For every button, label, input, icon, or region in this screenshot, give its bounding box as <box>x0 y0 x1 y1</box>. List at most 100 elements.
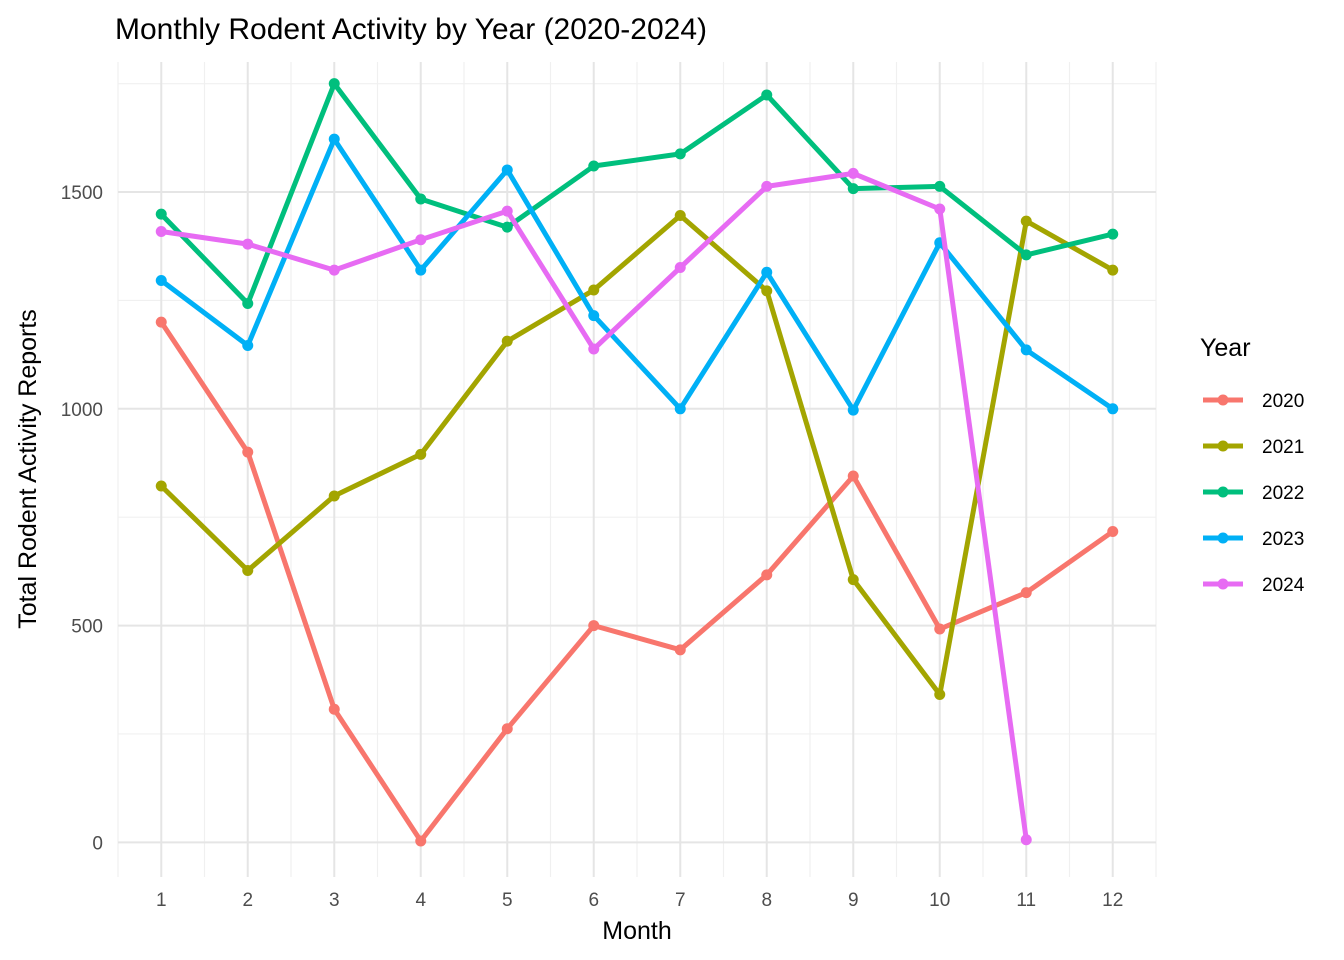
legend-label: 2024 <box>1262 575 1305 596</box>
data-point-2023 <box>1107 403 1119 415</box>
data-point-2023 <box>847 404 859 416</box>
data-point-2021 <box>415 448 427 460</box>
legend-key-point <box>1217 394 1229 406</box>
data-point-2023 <box>761 266 773 278</box>
series-2024 <box>155 167 1032 846</box>
data-point-2021 <box>847 574 859 586</box>
data-point-2023 <box>674 403 686 415</box>
data-point-2023 <box>328 133 340 145</box>
data-point-2022 <box>328 78 340 90</box>
data-point-2024 <box>501 205 513 217</box>
data-point-2022 <box>155 208 167 220</box>
data-point-2021 <box>1020 215 1032 227</box>
grid <box>117 62 1157 877</box>
data-point-2023 <box>242 340 254 352</box>
data-point-2020 <box>847 470 859 482</box>
data-point-2021 <box>328 490 340 502</box>
data-point-2021 <box>242 565 254 577</box>
data-point-2024 <box>847 167 859 179</box>
data-point-2024 <box>588 343 600 355</box>
data-point-2021 <box>501 335 513 347</box>
data-point-2022 <box>761 89 773 101</box>
x-tick-label: 12 <box>1102 890 1123 911</box>
y-tick-label: 0 <box>92 833 103 854</box>
data-point-2021 <box>674 209 686 221</box>
series-2023 <box>155 133 1119 416</box>
x-tick-label: 8 <box>761 890 772 911</box>
x-tick-label: 9 <box>848 890 859 911</box>
data-point-2020 <box>588 620 600 632</box>
legend-item-2023: 2023 <box>1203 529 1304 550</box>
y-tick-label: 1000 <box>61 400 103 421</box>
legend-label: 2021 <box>1262 437 1304 458</box>
data-point-2022 <box>242 297 254 309</box>
chart-title: Monthly Rodent Activity by Year (2020-20… <box>115 13 707 46</box>
data-point-2022 <box>847 183 859 195</box>
data-point-2020 <box>242 446 254 458</box>
legend-key-point <box>1217 532 1229 544</box>
data-point-2022 <box>674 148 686 160</box>
legend-key-point <box>1217 486 1229 498</box>
data-point-2022 <box>588 160 600 172</box>
data-point-2023 <box>1020 344 1032 356</box>
y-tick-labels: 0 500 1000 1500 <box>61 183 103 854</box>
data-point-2024 <box>242 238 254 250</box>
y-axis-title: Total Rodent Activity Reports <box>14 309 42 629</box>
series-group <box>155 78 1119 847</box>
data-point-2022 <box>501 221 513 233</box>
data-point-2024 <box>415 234 427 246</box>
data-point-2022 <box>1107 228 1119 240</box>
legend-title: Year <box>1200 334 1251 362</box>
data-point-2022 <box>1020 249 1032 261</box>
data-point-2020 <box>415 835 427 847</box>
x-tick-label: 3 <box>329 890 340 911</box>
y-tick-label: 1500 <box>61 183 103 204</box>
legend-item-2024: 2024 <box>1203 575 1305 596</box>
series-2022 <box>155 78 1119 309</box>
legend-key-point <box>1217 440 1229 452</box>
data-point-2023 <box>501 164 513 176</box>
data-point-2020 <box>328 703 340 715</box>
x-tick-label: 5 <box>502 890 513 911</box>
series-line-2022 <box>159 81 1114 306</box>
data-point-2021 <box>761 285 773 297</box>
data-point-2024 <box>1020 834 1032 846</box>
series-line-2021 <box>159 213 1115 697</box>
data-point-2020 <box>501 723 513 735</box>
data-point-2024 <box>761 180 773 192</box>
x-tick-label: 4 <box>415 890 426 911</box>
data-point-2020 <box>1020 587 1032 599</box>
x-axis-title: Month <box>602 917 671 945</box>
legend-item-2021: 2021 <box>1203 437 1304 458</box>
data-point-2024 <box>674 261 686 273</box>
legend-key-point <box>1217 578 1229 590</box>
data-point-2023 <box>415 264 427 276</box>
data-point-2024 <box>328 264 340 276</box>
data-point-2024 <box>155 226 167 238</box>
data-point-2023 <box>588 310 600 322</box>
x-tick-label: 11 <box>1016 890 1036 911</box>
data-point-2022 <box>415 193 427 205</box>
legend-label: 2022 <box>1262 483 1304 504</box>
legend: Year 2020 2021 2022 2023 2024 <box>1200 334 1305 596</box>
data-point-2023 <box>155 274 167 286</box>
legend-label: 2023 <box>1262 529 1304 550</box>
data-point-2020 <box>934 623 946 635</box>
data-point-2021 <box>155 480 167 492</box>
x-tick-label: 6 <box>588 890 599 911</box>
data-point-2022 <box>934 180 946 192</box>
data-point-2020 <box>674 644 686 656</box>
data-point-2021 <box>934 688 946 700</box>
x-tick-labels: 1 2 3 4 5 6 7 8 9 10 11 12 <box>156 890 1123 911</box>
x-tick-label: 7 <box>675 890 686 911</box>
data-point-2021 <box>1107 264 1119 276</box>
data-point-2020 <box>761 569 773 581</box>
legend-item-2022: 2022 <box>1203 483 1304 504</box>
y-tick-label: 500 <box>71 617 103 638</box>
data-point-2020 <box>1107 525 1119 537</box>
x-tick-label: 1 <box>156 890 167 911</box>
series-2021 <box>155 209 1119 700</box>
data-point-2024 <box>934 203 946 215</box>
x-tick-label: 2 <box>242 890 253 911</box>
